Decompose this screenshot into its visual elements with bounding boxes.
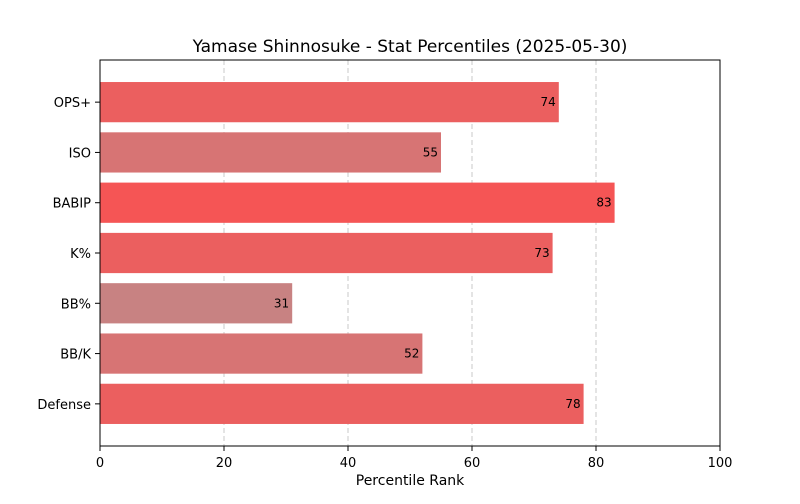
chart-title: Yamase Shinnosuke - Stat Percentiles (20… bbox=[192, 37, 628, 57]
bar-value-label: 73 bbox=[534, 246, 549, 260]
bar bbox=[100, 283, 293, 324]
y-tick-label: Defense bbox=[37, 398, 91, 413]
bar-value-label: 31 bbox=[274, 296, 289, 310]
x-tick-label: 80 bbox=[588, 456, 605, 471]
bar bbox=[100, 232, 553, 274]
y-tick-label: BB% bbox=[61, 297, 91, 312]
x-tick-label: 100 bbox=[708, 456, 733, 471]
bar-value-label: 83 bbox=[596, 196, 611, 210]
bar-value-label: 78 bbox=[565, 397, 580, 411]
y-tick-label: OPS+ bbox=[54, 96, 91, 111]
x-axis-label: Percentile Rank bbox=[356, 473, 465, 489]
bar bbox=[100, 132, 441, 173]
bar bbox=[100, 82, 559, 123]
y-tick-label: BABIP bbox=[53, 197, 92, 212]
x-tick-label: 60 bbox=[464, 456, 481, 471]
x-tick-label: 40 bbox=[340, 456, 357, 471]
y-tick-label: ISO bbox=[69, 146, 91, 161]
x-tick-label: 20 bbox=[216, 456, 233, 471]
y-tick-label: BB/K bbox=[60, 348, 91, 363]
y-axis: OPS+ ISO BABIP K% BB% BB/K Defense bbox=[37, 96, 100, 413]
bars: 74 55 83 73 31 52 78 bbox=[100, 82, 615, 424]
bar bbox=[100, 333, 423, 374]
bar-value-label: 52 bbox=[404, 347, 419, 361]
bar bbox=[100, 182, 615, 223]
bar-value-label: 55 bbox=[423, 145, 438, 159]
x-axis: 0 20 40 60 80 100 bbox=[96, 446, 733, 471]
bar-value-label: 74 bbox=[541, 95, 556, 109]
y-tick-label: K% bbox=[70, 247, 91, 262]
x-tick-label: 0 bbox=[96, 456, 104, 471]
bar bbox=[100, 383, 584, 424]
